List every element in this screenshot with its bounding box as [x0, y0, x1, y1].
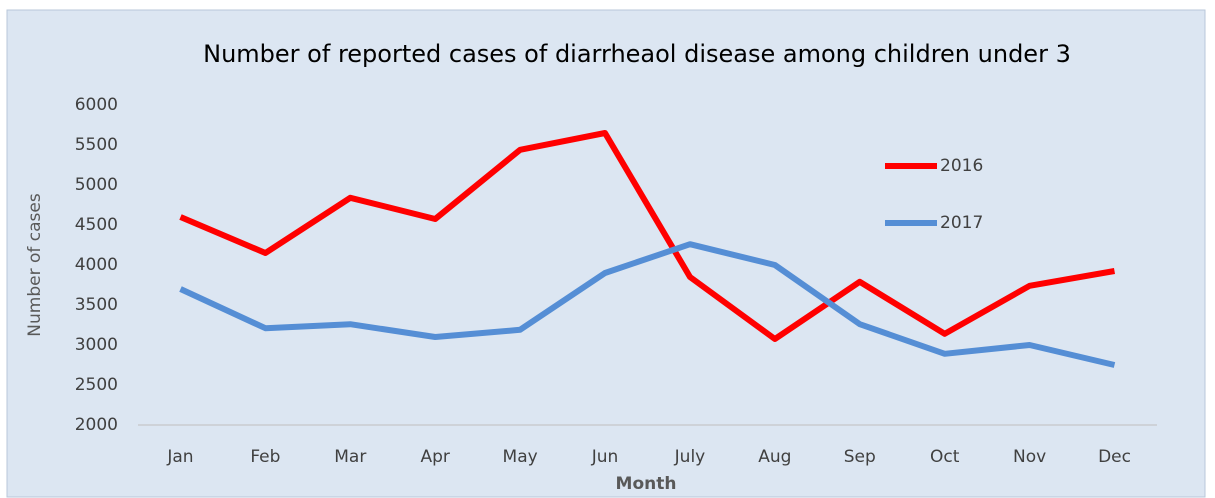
y-tick-label: 3500 [75, 295, 118, 315]
x-tick-label: Feb [250, 447, 280, 467]
x-tick-label: Jan [166, 447, 193, 467]
legend-label: 2017 [940, 213, 983, 233]
y-tick-label: 4500 [75, 215, 118, 235]
legend-label: 2016 [940, 156, 983, 176]
x-tick-label: Sep [844, 447, 876, 467]
x-tick-label: May [503, 447, 538, 467]
line-series [179, 241, 1116, 368]
y-axis-label: Number of cases [25, 193, 45, 337]
chart-area [6, 9, 1206, 498]
x-tick-label: July [674, 447, 706, 467]
x-tick-label: Nov [1013, 447, 1046, 467]
x-tick-label: Apr [420, 447, 449, 467]
y-tick-label: 4000 [75, 255, 118, 275]
y-tick-label: 2000 [75, 415, 118, 435]
y-tick-label: 5500 [75, 135, 118, 155]
x-tick-label: Aug [758, 447, 791, 467]
line-series [179, 130, 1116, 342]
x-tick-label: Jun [591, 447, 619, 467]
x-axis-label: Month [616, 474, 677, 494]
y-tick-label: 5000 [75, 175, 118, 195]
y-tick-label: 6000 [75, 95, 118, 115]
y-tick-label: 3000 [75, 335, 118, 355]
x-tick-label: Mar [334, 447, 366, 467]
chart-title: Number of reported cases of diarrheaol d… [203, 40, 1071, 68]
y-tick-label: 2500 [75, 375, 118, 395]
x-tick-label: Oct [930, 447, 960, 467]
x-tick-label: Dec [1098, 447, 1131, 467]
